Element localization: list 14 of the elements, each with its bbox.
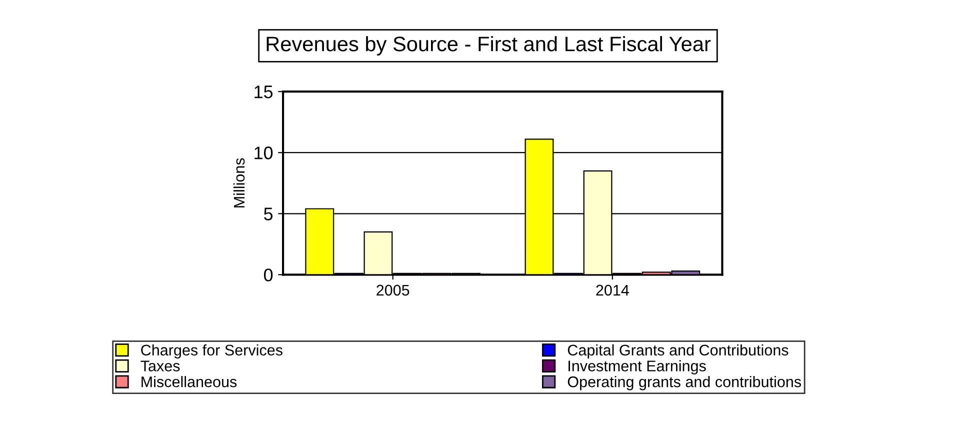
y-tick-label: 5 [264,208,273,220]
legend-label: Miscellaneous [142,376,237,388]
y-axis-title: Millions [233,158,245,208]
y-tick-label: 0 [264,268,273,282]
legend-label: Investment Earnings [568,360,706,374]
legend-label: Taxes [140,360,180,372]
y-tick-label: 15 [254,86,273,98]
legend-label: Capital Grants and Contributions [568,344,788,359]
x-tick-label: 2005 [376,284,410,296]
y-tick-label: 10 [254,146,273,160]
chart-title: Revenues by Source - First and Last Fiscal Year [266,36,711,56]
legend-label: Charges for Services [141,344,282,359]
legend-label: Operating grants and contributions [568,376,802,390]
x-tick-label: 2014 [596,284,629,296]
